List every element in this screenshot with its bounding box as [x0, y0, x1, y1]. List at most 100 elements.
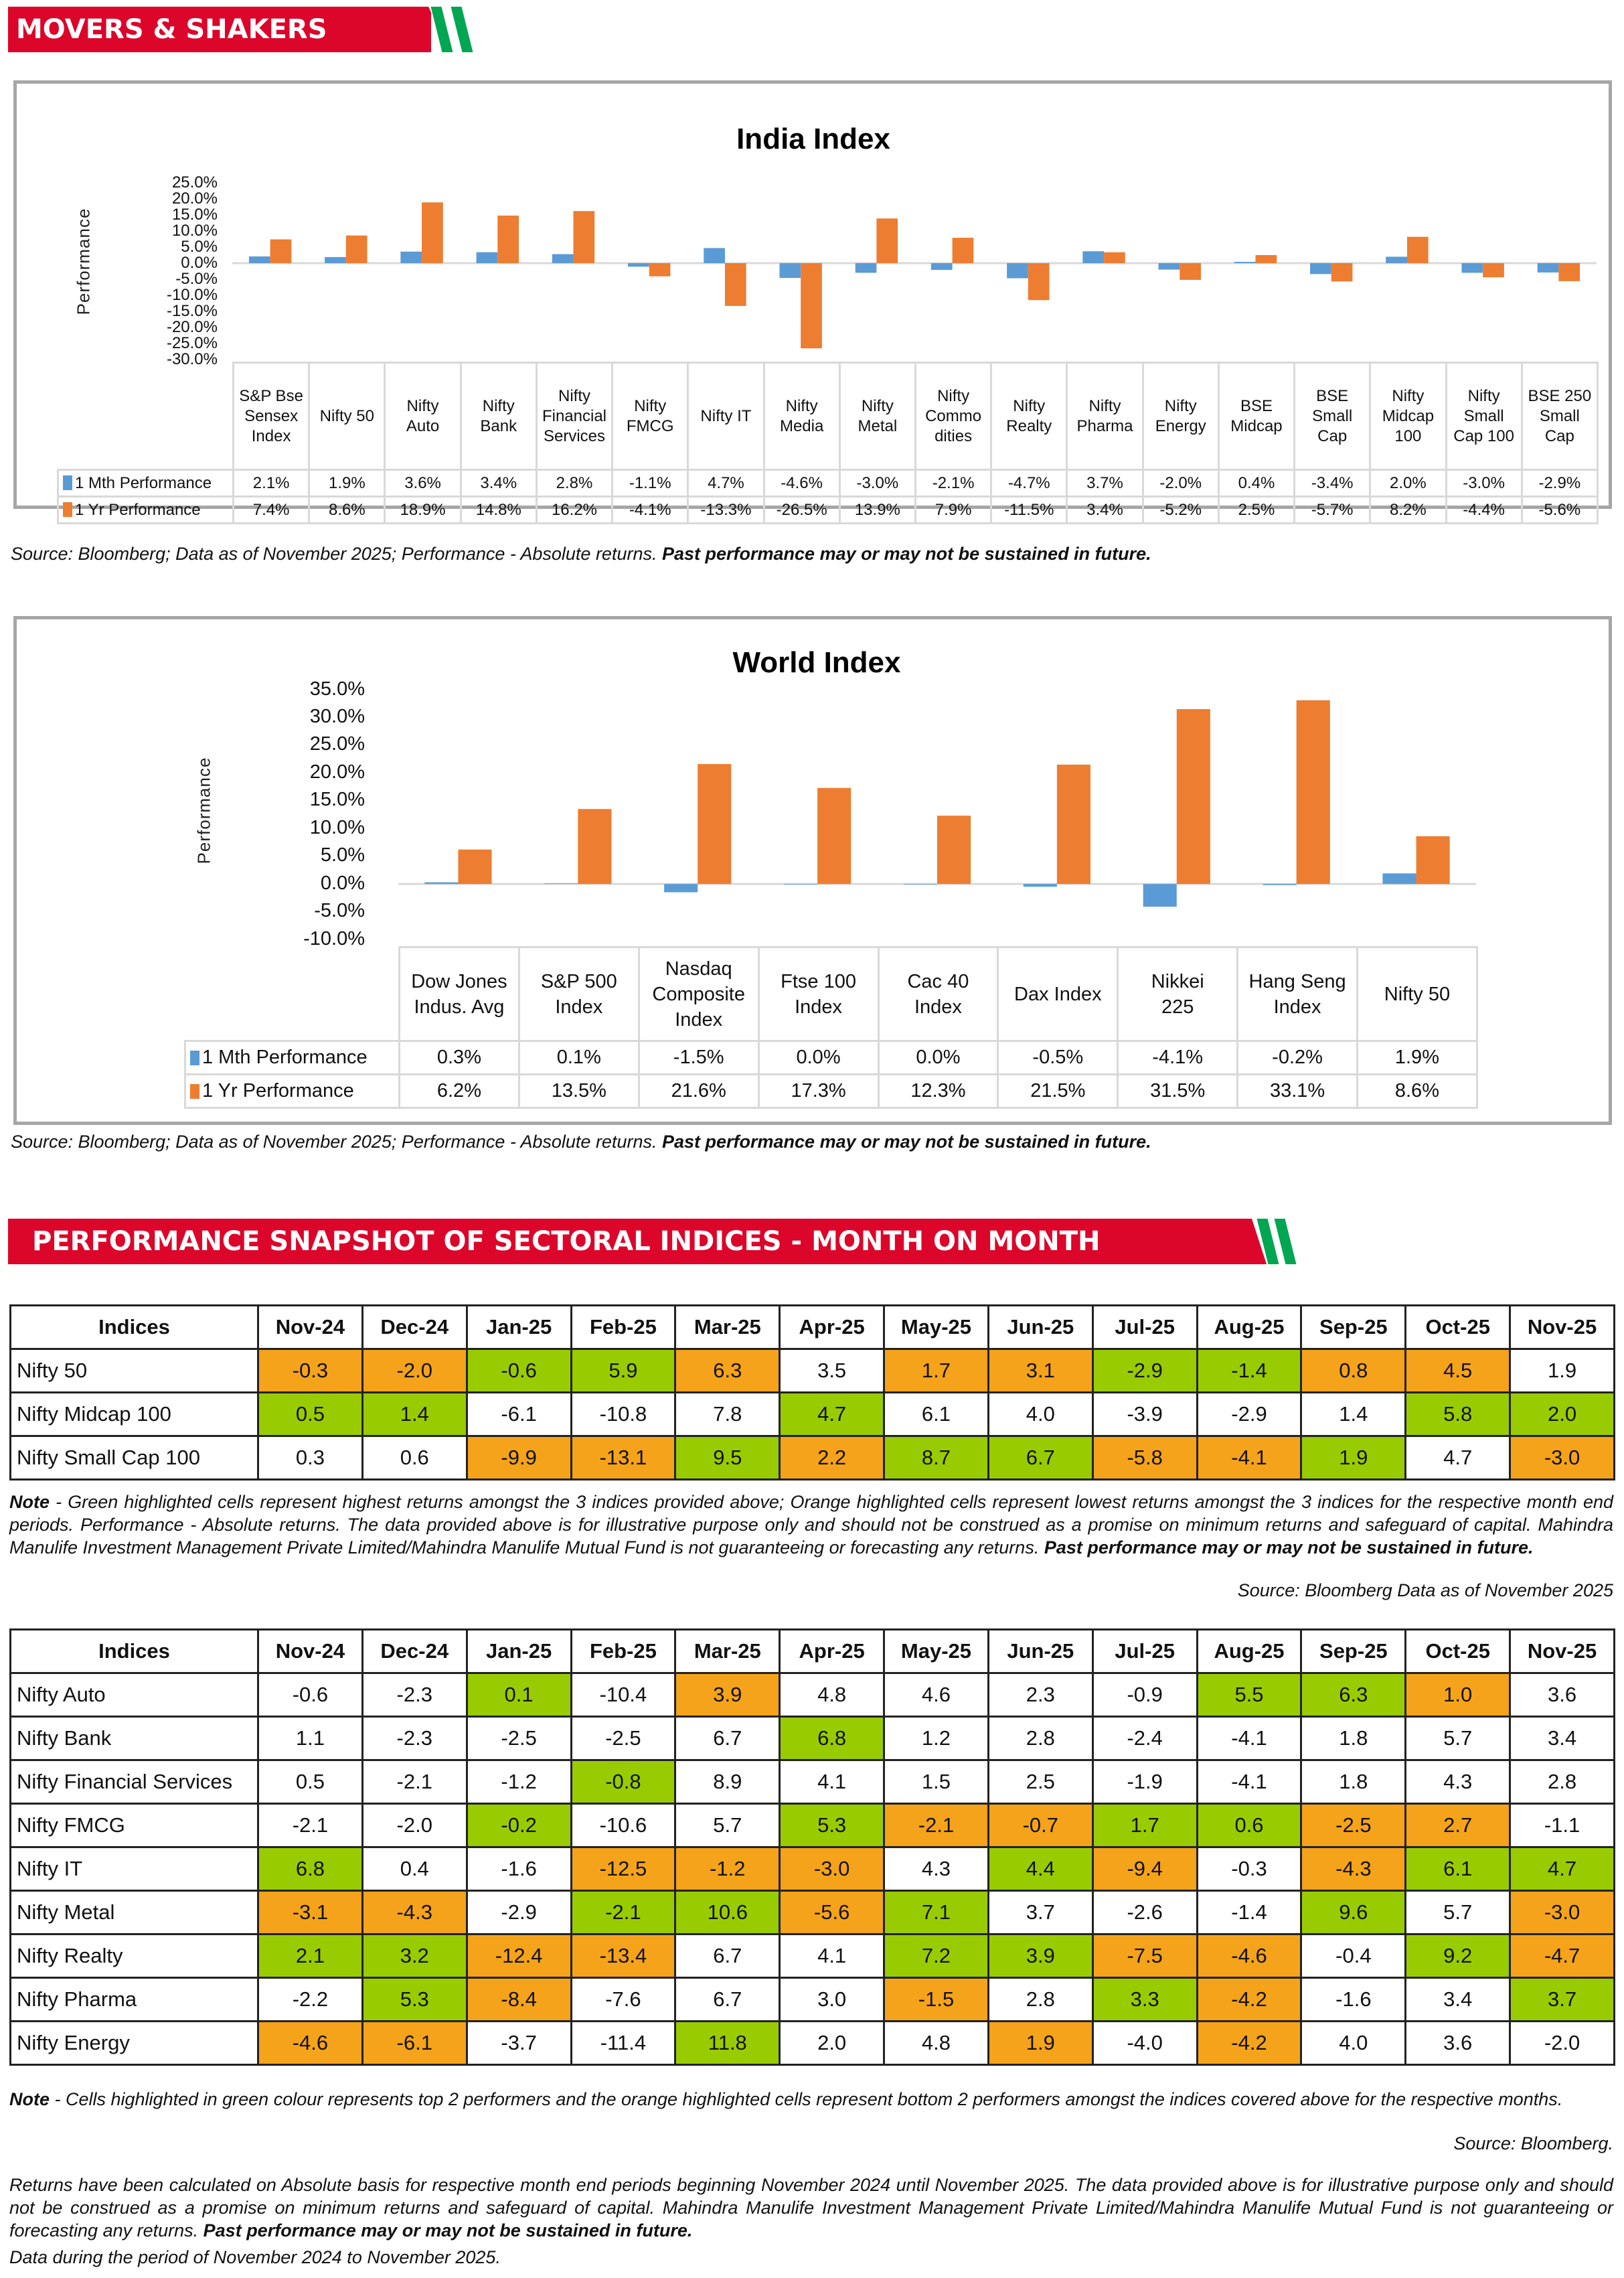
data-label: 0.3%: [398, 1040, 520, 1075]
table-row: Nifty FMCG -2.1 -2.0 -0.2 -10.6 5.7 5.3 -2.1 -0.…: [9, 1803, 1615, 1848]
category-label-line: Small: [1539, 406, 1580, 425]
bar-1-month: [1382, 873, 1416, 885]
y-tick-label: -25.0%: [166, 333, 218, 352]
cell-value: 1.9: [1509, 1348, 1615, 1393]
data-label: 21.5%: [997, 1073, 1119, 1109]
column-header-month: May-25: [883, 1628, 989, 1674]
y-tick-label: 25.0%: [171, 173, 218, 192]
cell-bottom-performer: 3.9: [674, 1672, 781, 1718]
category-label-line: Nifty: [1392, 386, 1425, 405]
banner-stripe-icon: [451, 7, 473, 52]
category-label-line: Nifty: [634, 396, 667, 415]
column-header-month: Nov-25: [1509, 1304, 1615, 1350]
cell-bottom-performer: -4.3: [361, 1890, 468, 1935]
cell-top-performer: 1.9: [1300, 1435, 1407, 1480]
bar-1-month: [1007, 263, 1028, 279]
index-name: Nifty Energy: [9, 2020, 259, 2066]
cell-value: 4.8: [883, 2020, 989, 2066]
bar-1-year: [1406, 236, 1429, 263]
cell-top-performer: 5.5: [1196, 1672, 1303, 1718]
header-row: Indices Nov-24 Dec-24 Jan-25 Feb-25 Mar-25 Apr…: [9, 1628, 1615, 1674]
cell-bottom-performer: -4.1: [1196, 1435, 1303, 1480]
category-label-line: Bank: [480, 416, 517, 435]
data-label: 0.0%: [757, 1040, 880, 1075]
data-label: -11.5%: [990, 496, 1068, 524]
cell-value: 4.0: [987, 1391, 1094, 1437]
data-label: 6.2%: [398, 1073, 520, 1109]
blank-cell: [58, 362, 234, 471]
cell-top-performer: 4.4: [987, 1846, 1094, 1892]
disclaimer-bold: Past performance may or may not be susta…: [203, 2220, 693, 2241]
legend-swatch-icon: [63, 502, 72, 517]
column-header-month: Jan-25: [465, 1628, 572, 1674]
source-text: Source: Bloomberg; Data as of November 2…: [11, 544, 662, 564]
cell-top-performer: -0.2: [465, 1803, 572, 1848]
category-label-line: Metal: [858, 416, 898, 435]
index-name: Nifty FMCG: [9, 1803, 259, 1848]
table-row: Nifty Metal -3.1 -4.3 -2.9 -2.1 10.6 -5.6 7.1 3.…: [9, 1890, 1615, 1935]
disclaimer-text: Returns have been calculated on Absolute…: [9, 2175, 1613, 2241]
cell-bottom-performer: 1.0: [1404, 1672, 1512, 1718]
y-tick-label: -15.0%: [166, 301, 218, 320]
cell-bottom-performer: -3.1: [257, 1890, 363, 1935]
cell-top-performer: 6.3: [1300, 1672, 1407, 1718]
header-row: Indices Nov-24 Dec-24 Jan-25 Feb-25 Mar-25 Apr…: [9, 1304, 1615, 1350]
cell-value: -1.2: [465, 1759, 572, 1805]
movers-shakers-banner: MOVERS & SHAKERS: [8, 7, 490, 52]
category-label-line: Realty: [1006, 416, 1052, 435]
cell-bottom-performer: 1.7: [883, 1348, 989, 1393]
y-tick-label: 0.0%: [320, 872, 365, 894]
note-text: - Cells highlighted in green colour repr…: [50, 2089, 1563, 2109]
category-label: Nifty Auto: [384, 362, 462, 471]
disclaimer: Returns have been calculated on Absolute…: [9, 2174, 1613, 2242]
y-tick-label: 0.0%: [181, 253, 218, 272]
bar-1-year: [1255, 255, 1277, 263]
cell-bottom-performer: -4.6: [257, 2020, 363, 2066]
cell-bottom-performer: -0.7: [987, 1803, 1094, 1848]
data-label: 16.2%: [535, 496, 614, 524]
data-label: 8.2%: [1369, 496, 1447, 524]
cell-value: -0.3: [1196, 1846, 1303, 1892]
cell-value: 4.3: [1404, 1759, 1512, 1805]
column-header-month: Feb-25: [570, 1628, 677, 1674]
column-header-month: Apr-25: [779, 1304, 886, 1350]
sectoral-indices-table: Indices Nov-24 Dec-24 Jan-25 Feb-25 Mar-25 Apr…: [9, 1628, 1615, 2066]
cell-top-performer: 9.6: [1300, 1890, 1407, 1935]
bar-1-month: [1310, 263, 1331, 275]
column-header-month: Dec-24: [361, 1304, 468, 1350]
bar-1-month: [664, 884, 698, 893]
cell-value: 8.9: [674, 1759, 781, 1805]
cell-bottom-performer: 2.2: [779, 1435, 886, 1480]
cell-value: 2.5: [987, 1759, 1094, 1805]
category-label-line: Small: [1312, 406, 1353, 425]
cell-top-performer: 6.8: [257, 1846, 363, 1892]
bar-1-year: [952, 238, 974, 263]
bar-1-month: [325, 256, 346, 263]
cell-value: 0.4: [361, 1846, 468, 1892]
y-tick-label: -5.0%: [175, 269, 218, 288]
cell-top-performer: 0.5: [257, 1391, 363, 1437]
category-label-line: Nifty IT: [700, 406, 752, 425]
data-label: 8.6%: [308, 496, 386, 524]
note-broad-indices: Note - Green highlighted cells represent…: [9, 1491, 1613, 1559]
category-label-line: Index: [795, 996, 843, 1018]
cell-value: 3.4: [1404, 1977, 1512, 2022]
cell-value: 6.7: [674, 1977, 781, 2022]
source-right-2: Source: Bloomberg.: [1453, 2133, 1613, 2153]
cell-value: 2.0: [779, 2020, 886, 2066]
bar-1-year: [698, 764, 732, 885]
cell-top-performer: 6.7: [987, 1435, 1094, 1480]
cell-bottom-performer: 4.5: [1404, 1348, 1512, 1393]
y-tick-label: -20.0%: [166, 317, 218, 336]
data-label: 0.0%: [877, 1040, 999, 1075]
series-row: 1 Mth Performance 0.3% 0.1% -1.5% 0.0% 0.0% -0…: [184, 1040, 1478, 1075]
category-label-line: Index: [914, 996, 962, 1018]
cell-bottom-performer: -2.5: [1300, 1803, 1407, 1848]
category-label: Nikkei 225: [1117, 946, 1239, 1042]
cell-bottom-performer: -4.6: [1196, 1933, 1303, 1979]
data-label: -1.5%: [637, 1040, 760, 1075]
category-label: BSE 250 Small Cap: [1520, 362, 1599, 471]
category-label-line: dities: [935, 427, 973, 445]
cell-value: -0.9: [1091, 1672, 1198, 1718]
bar-1-year: [649, 263, 671, 277]
